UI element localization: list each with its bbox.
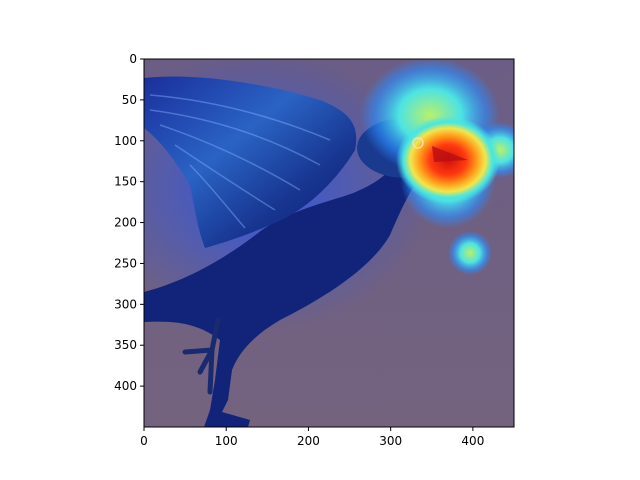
- x-tick-label: 300: [379, 434, 402, 448]
- y-tick-label: 50: [122, 93, 137, 107]
- heatmap-image: [144, 59, 514, 427]
- y-tick-label: 300: [114, 297, 137, 311]
- x-tick-label: 100: [215, 434, 238, 448]
- x-tick-label: 200: [297, 434, 320, 448]
- y-tick-label: 150: [114, 175, 137, 189]
- y-tick-label: 250: [114, 256, 137, 270]
- y-tick-label: 400: [114, 379, 137, 393]
- x-tick-label: 400: [461, 434, 484, 448]
- bird-eye: [412, 137, 424, 149]
- axes-frame: [143, 58, 515, 428]
- y-tick-label: 350: [114, 338, 137, 352]
- y-tick-label: 0: [129, 52, 137, 66]
- y-axis: 0 50 100 150 200 250 300 350 400: [114, 52, 144, 393]
- bird-wing: [144, 76, 357, 249]
- bird-body: [144, 140, 468, 427]
- x-axis: 0 100 200 300 400: [140, 427, 484, 448]
- y-tick-label: 200: [114, 216, 137, 230]
- bird-beak: [432, 146, 468, 162]
- x-tick-label: 0: [140, 434, 148, 448]
- y-tick-label: 100: [114, 134, 137, 148]
